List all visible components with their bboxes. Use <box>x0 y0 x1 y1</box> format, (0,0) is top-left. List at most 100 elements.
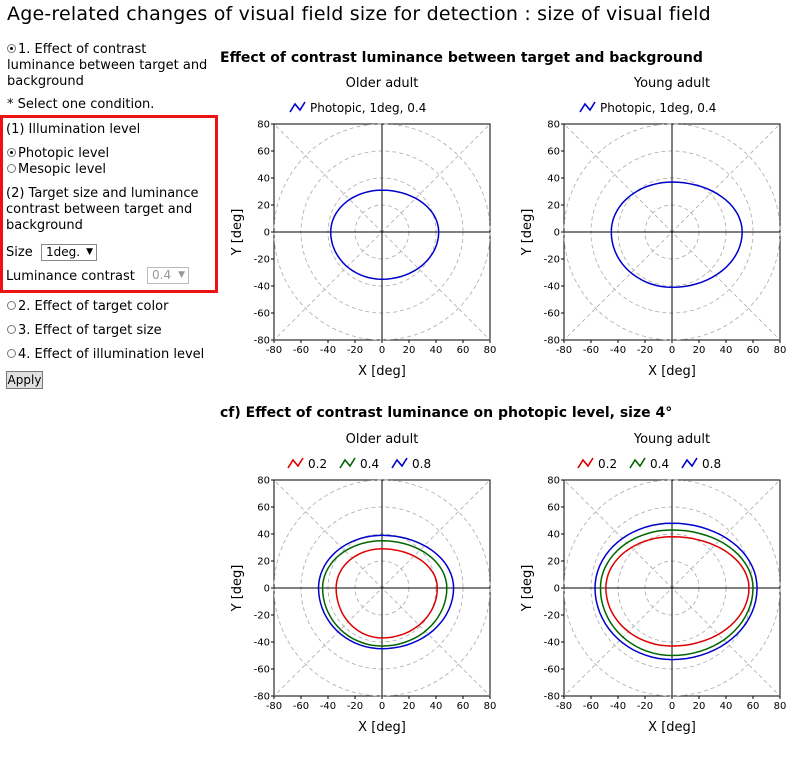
y-tick-label: 0 <box>264 584 270 595</box>
legend-line-icon <box>289 101 306 113</box>
x-tick-label: 20 <box>403 345 416 356</box>
x-tick-label: 60 <box>457 345 470 356</box>
select-note: * Select one condition. <box>7 97 155 112</box>
x-tick-label: -40 <box>610 701 626 712</box>
target-heading-line1: (2) Target size and luminance <box>6 186 199 201</box>
x-tick-label: -60 <box>293 701 309 712</box>
target-heading-line3: background <box>6 218 83 233</box>
chevron-down-icon: ▼ <box>86 247 93 257</box>
x-axis-label: X [deg] <box>358 720 406 735</box>
legend-line-icon <box>579 101 596 113</box>
page-title: Age-related changes of visual field size… <box>7 3 711 25</box>
option-3-radio[interactable]: 3. Effect of target size <box>7 323 162 339</box>
legend-label: 0.2 <box>308 457 327 471</box>
apply-button[interactable]: Apply <box>6 371 43 389</box>
x-tick-label: -80 <box>266 345 282 356</box>
option-4-label: 4. Effect of illumination level <box>18 347 205 362</box>
y-tick-label: 0 <box>554 584 560 595</box>
x-tick-label: 0 <box>379 701 385 712</box>
radio-selected-icon[interactable] <box>7 44 16 53</box>
size-select[interactable]: 1deg. ▼ <box>41 244 97 261</box>
photopic-label: Photopic level <box>18 146 110 161</box>
x-tick-label: -80 <box>266 701 282 712</box>
y-tick-label: -40 <box>544 282 560 293</box>
x-tick-label: 0 <box>669 701 675 712</box>
radio-unselected-icon[interactable] <box>7 349 16 358</box>
legend-label: 0.2 <box>598 457 617 471</box>
size-label: Size <box>6 245 33 260</box>
y-tick-label: 40 <box>547 174 560 185</box>
option-1-radio[interactable]: 1. Effect of contrast <box>7 42 146 58</box>
x-tick-label: 80 <box>774 701 787 712</box>
y-axis-label: Y [deg] <box>520 565 535 613</box>
radio-selected-icon[interactable] <box>7 148 16 157</box>
y-tick-label: -20 <box>544 255 560 266</box>
y-tick-label: -80 <box>544 692 560 703</box>
y-tick-label: -20 <box>254 611 270 622</box>
radio-unselected-icon[interactable] <box>7 164 16 173</box>
photopic-radio[interactable]: Photopic level <box>7 146 109 162</box>
x-axis-label: X [deg] <box>358 364 406 379</box>
radio-unselected-icon[interactable] <box>7 325 16 334</box>
x-tick-label: 0 <box>669 345 675 356</box>
mesopic-radio[interactable]: Mesopic level <box>7 162 106 178</box>
legend-label: Photopic, 1deg, 0.4 <box>600 101 716 115</box>
legend-line-icon <box>629 457 646 469</box>
chart-young-adult-size4: Young adult 0.2 0.4 0.8 -80-80 -60 -60 -40 -40 -2… <box>520 432 787 735</box>
x-tick-label: 20 <box>693 701 706 712</box>
y-tick-label: -60 <box>544 665 560 676</box>
y-tick-label: 80 <box>547 476 560 487</box>
mesopic-label: Mesopic level <box>18 162 106 177</box>
x-tick-label: -40 <box>320 345 336 356</box>
option-1-label: 1. Effect of contrast <box>18 42 147 57</box>
y-tick-label: 20 <box>547 201 560 212</box>
y-tick-label: -60 <box>544 309 560 320</box>
y-tick-label: 80 <box>257 476 270 487</box>
y-tick-label: 20 <box>257 201 270 212</box>
y-tick-label: -40 <box>544 638 560 649</box>
y-tick-label: 40 <box>257 530 270 541</box>
y-tick-label: 20 <box>547 557 560 568</box>
x-tick-label: 60 <box>457 701 470 712</box>
x-axis-label: X [deg] <box>648 720 696 735</box>
y-tick-label: 20 <box>257 557 270 568</box>
x-tick-label: 0 <box>379 345 385 356</box>
y-tick-label: -80 <box>544 336 560 347</box>
section-1-title: Effect of contrast luminance between tar… <box>220 50 703 66</box>
x-tick-label: 80 <box>484 345 497 356</box>
size-select-value: 1deg. <box>46 245 81 259</box>
series-curve <box>321 540 448 647</box>
y-tick-label: -80 <box>254 692 270 703</box>
series-curve <box>610 181 743 289</box>
y-tick-label: 80 <box>547 120 560 131</box>
series-curve <box>594 522 758 661</box>
option-1-label-line2: luminance between target and <box>7 58 208 73</box>
legend-line-icon <box>287 457 304 469</box>
contrast-select-value: 0.4 <box>152 268 172 282</box>
x-tick-label: 80 <box>774 345 787 356</box>
contrast-label: Luminance contrast <box>6 269 135 284</box>
section-2-title: cf) Effect of contrast luminance on phot… <box>220 405 673 421</box>
legend-label: 0.4 <box>360 457 379 471</box>
y-tick-label: 0 <box>554 228 560 239</box>
x-axis-label: X [deg] <box>648 364 696 379</box>
chart-title: Older adult <box>346 76 419 91</box>
radio-unselected-icon[interactable] <box>7 301 16 310</box>
chart-older-adult-size4: Older adult 0.2 0.4 0.8 -80-80 -60 -60 -40 -40 -2… <box>230 432 496 735</box>
y-axis-label: Y [deg] <box>230 209 245 257</box>
series-curve <box>605 535 750 647</box>
series-curve <box>317 534 455 650</box>
option-2-radio[interactable]: 2. Effect of target color <box>7 299 168 315</box>
y-tick-label: 60 <box>257 503 270 514</box>
x-tick-label: 60 <box>747 345 760 356</box>
legend-line-icon <box>339 457 356 469</box>
y-axis-label: Y [deg] <box>520 209 535 257</box>
series-curve <box>599 529 754 657</box>
x-tick-label: -80 <box>556 701 572 712</box>
y-tick-label: 80 <box>257 120 270 131</box>
option-4-radio[interactable]: 4. Effect of illumination level <box>7 347 204 363</box>
option-2-label: 2. Effect of target color <box>18 299 169 314</box>
series-curve <box>335 548 439 639</box>
contrast-select[interactable]: 0.4 ▼ <box>147 267 189 284</box>
